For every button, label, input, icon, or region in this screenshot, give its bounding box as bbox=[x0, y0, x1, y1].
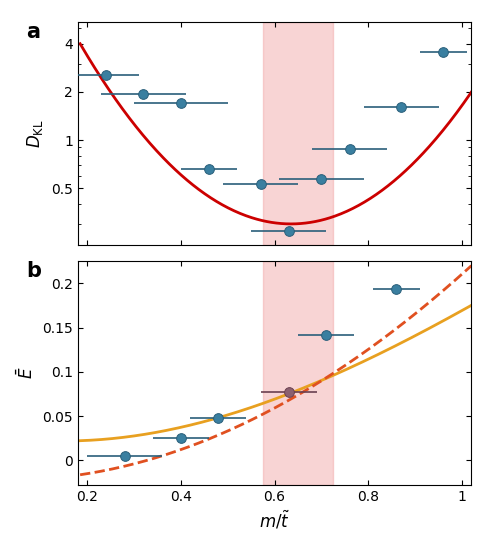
Bar bbox=[263, 261, 333, 485]
Y-axis label: $D_{\mathrm{KL}}$: $D_{\mathrm{KL}}$ bbox=[25, 119, 46, 148]
X-axis label: $m/\tilde{t}$: $m/\tilde{t}$ bbox=[259, 509, 290, 532]
Text: a: a bbox=[27, 22, 41, 42]
Text: b: b bbox=[27, 261, 42, 281]
Y-axis label: $\bar{E}$: $\bar{E}$ bbox=[16, 367, 36, 379]
Bar bbox=[263, 22, 333, 245]
